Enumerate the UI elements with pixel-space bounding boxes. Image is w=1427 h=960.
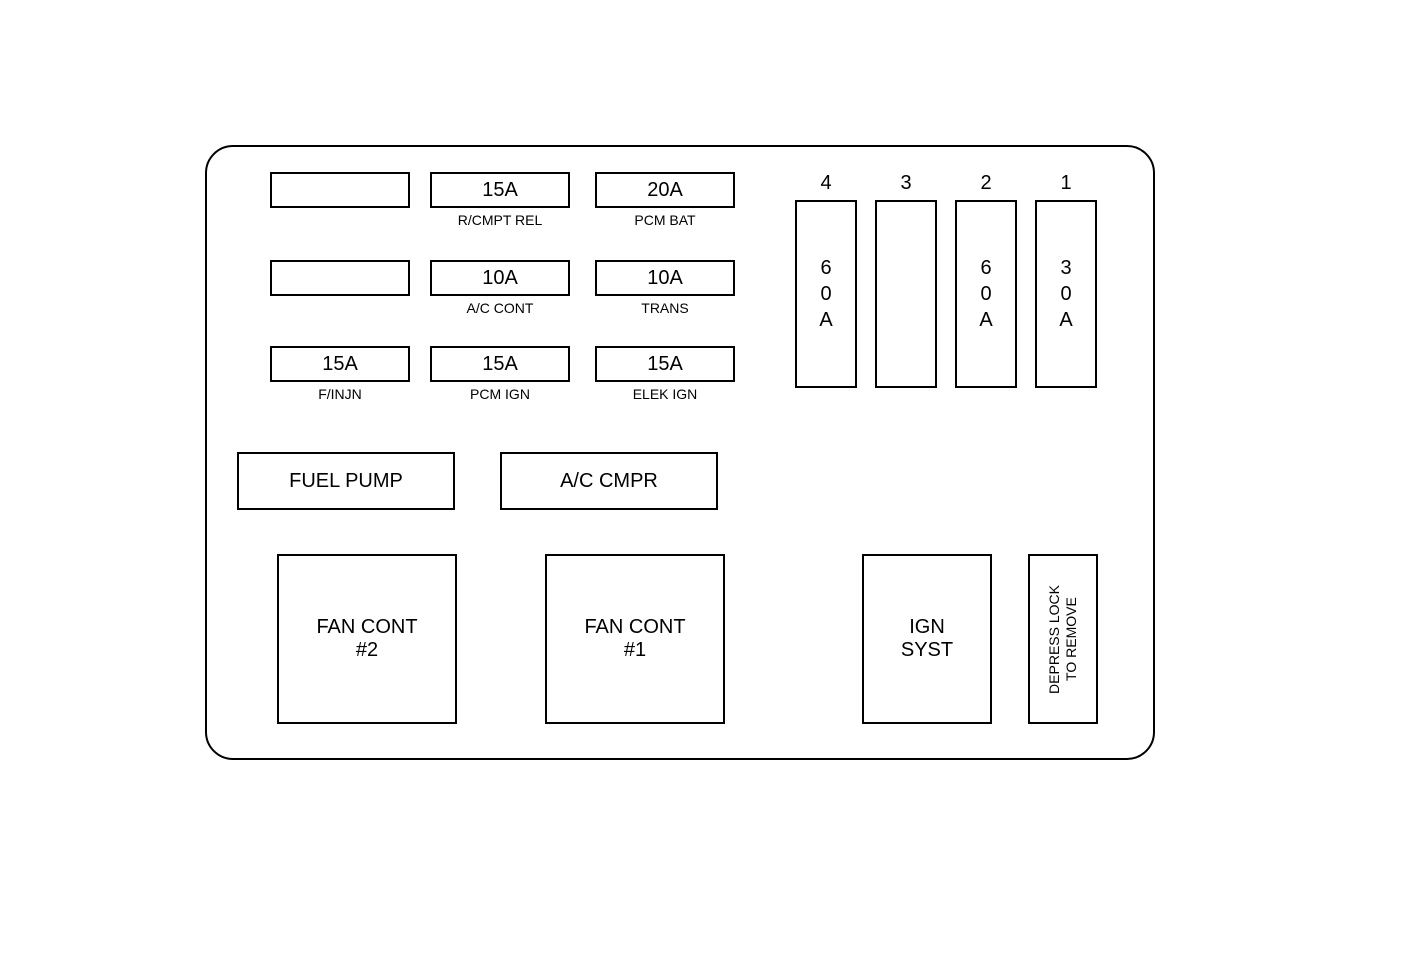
mini-fuse-caption: TRANS — [595, 300, 735, 316]
relay-big-line2: #1 — [624, 639, 646, 662]
relay-big-line2: #2 — [356, 639, 378, 662]
mini-fuse-caption: A/C CONT — [430, 300, 570, 316]
mini-fuse — [270, 172, 410, 208]
mini-fuse-value: 15A — [322, 353, 358, 376]
relay-big: IGNSYST — [862, 554, 992, 724]
maxi-fuse-value-char: 0 — [1060, 281, 1071, 307]
mini-fuse-value: 20A — [647, 179, 683, 202]
maxi-fuse: 30A — [1035, 200, 1097, 388]
maxi-fuse-value-char: A — [1059, 307, 1072, 333]
mini-fuse-value: 10A — [647, 267, 683, 290]
relay-big-line1: FAN CONT — [316, 616, 417, 639]
mini-fuse: 20A — [595, 172, 735, 208]
maxi-fuse-value-char: A — [979, 307, 992, 333]
remove-line2: TO REMOVE — [1063, 597, 1079, 681]
relay-big-line1: FAN CONT — [584, 616, 685, 639]
mini-fuse-value: 15A — [647, 353, 683, 376]
mini-fuse: 15A — [595, 346, 735, 382]
mini-fuse-value: 15A — [482, 179, 518, 202]
maxi-fuse: 60A — [955, 200, 1017, 388]
relay-mid-label: A/C CMPR — [560, 470, 658, 493]
relay-big: FAN CONT#1 — [545, 554, 725, 724]
maxi-fuse-value-char: 6 — [820, 255, 831, 281]
mini-fuse: 15A — [430, 172, 570, 208]
relay-mid: FUEL PUMP — [237, 452, 455, 510]
mini-fuse-value: 10A — [482, 267, 518, 290]
relay-big-line1: IGN — [909, 616, 945, 639]
maxi-fuse-value-char: A — [819, 307, 832, 333]
mini-fuse-caption: PCM IGN — [430, 386, 570, 402]
maxi-fuse-value-char: 3 — [1060, 255, 1071, 281]
mini-fuse: 10A — [430, 260, 570, 296]
relay-big: FAN CONT#2 — [277, 554, 457, 724]
mini-fuse-value: 15A — [482, 353, 518, 376]
mini-fuse: 15A — [430, 346, 570, 382]
maxi-fuse-number: 1 — [1032, 172, 1100, 195]
mini-fuse: 10A — [595, 260, 735, 296]
maxi-fuse-number: 3 — [872, 172, 940, 195]
depress-lock-tab: DEPRESS LOCK TO REMOVE — [1028, 554, 1098, 724]
mini-fuse — [270, 260, 410, 296]
relay-mid: A/C CMPR — [500, 452, 718, 510]
mini-fuse-caption: PCM BAT — [595, 212, 735, 228]
mini-fuse: 15A — [270, 346, 410, 382]
remove-line1: DEPRESS LOCK — [1046, 585, 1062, 694]
maxi-fuse-number: 4 — [792, 172, 860, 195]
maxi-fuse: 60A — [795, 200, 857, 388]
maxi-fuse — [875, 200, 937, 388]
relay-mid-label: FUEL PUMP — [289, 470, 403, 493]
maxi-fuse-value-char: 0 — [980, 281, 991, 307]
maxi-fuse-value-char: 6 — [980, 255, 991, 281]
mini-fuse-caption: ELEK IGN — [595, 386, 735, 402]
mini-fuse-caption: R/CMPT REL — [430, 212, 570, 228]
maxi-fuse-value-char: 0 — [820, 281, 831, 307]
relay-big-line2: SYST — [901, 639, 953, 662]
mini-fuse-caption: F/INJN — [270, 386, 410, 402]
maxi-fuse-number: 2 — [952, 172, 1020, 195]
